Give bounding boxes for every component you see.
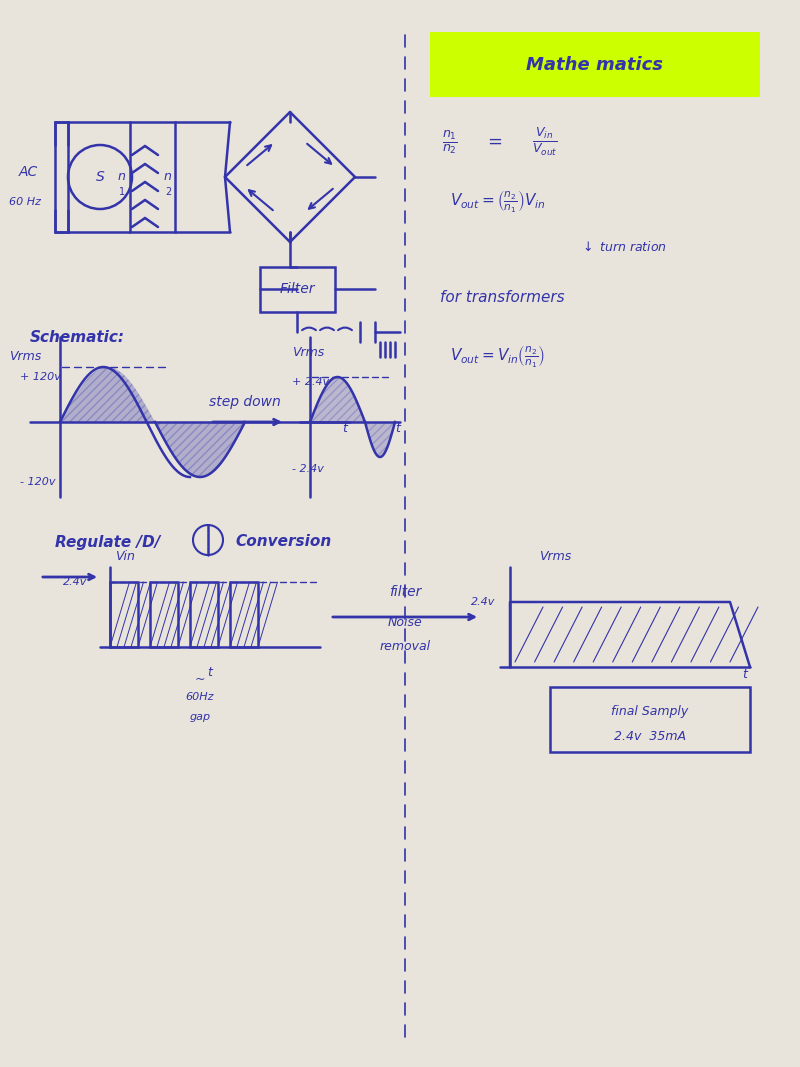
Text: + 2.4v: + 2.4v bbox=[292, 377, 330, 387]
Text: 1: 1 bbox=[119, 187, 125, 197]
Bar bbox=[230, 582, 258, 647]
Text: Conversion: Conversion bbox=[235, 535, 331, 550]
Text: =: = bbox=[487, 133, 502, 152]
Text: + 120v: + 120v bbox=[20, 372, 61, 382]
Text: Vrms: Vrms bbox=[9, 350, 41, 364]
Text: 2.4v: 2.4v bbox=[470, 598, 495, 607]
Text: 60Hz: 60Hz bbox=[186, 692, 214, 702]
Bar bbox=[550, 687, 750, 752]
Text: $V_{out} = \left(\frac{n_2}{n_1}\right) V_{in}$: $V_{out} = \left(\frac{n_2}{n_1}\right) … bbox=[450, 189, 546, 214]
Text: gap: gap bbox=[190, 712, 210, 722]
Text: $\frac{n_1}{n_2}$: $\frac{n_1}{n_2}$ bbox=[442, 128, 458, 156]
Text: Schematic:: Schematic: bbox=[30, 330, 125, 345]
Text: 2: 2 bbox=[165, 187, 171, 197]
Text: step down: step down bbox=[209, 395, 281, 409]
Text: AC: AC bbox=[18, 165, 38, 179]
Text: 2.4v  35mA: 2.4v 35mA bbox=[614, 731, 686, 744]
Bar bbox=[190, 582, 218, 647]
Text: Regulate /D/: Regulate /D/ bbox=[55, 535, 160, 550]
Bar bbox=[430, 32, 760, 97]
Bar bbox=[130, 122, 175, 232]
Text: t: t bbox=[342, 423, 347, 435]
Text: Noise: Noise bbox=[388, 616, 422, 628]
Bar bbox=[110, 582, 138, 647]
Text: t: t bbox=[207, 666, 213, 679]
Text: filter: filter bbox=[389, 585, 421, 599]
Text: - 2.4v: - 2.4v bbox=[292, 464, 324, 474]
Text: removal: removal bbox=[379, 640, 430, 653]
Bar bbox=[55, 122, 68, 232]
Text: $\frac{V_{in}}{V_{out}}$: $\frac{V_{in}}{V_{out}}$ bbox=[532, 126, 558, 158]
Text: Vrms: Vrms bbox=[539, 551, 571, 563]
Bar bbox=[150, 582, 178, 647]
Text: $\downarrow$ turn ration: $\downarrow$ turn ration bbox=[580, 240, 667, 254]
Bar bbox=[260, 267, 335, 312]
Text: 60 Hz: 60 Hz bbox=[9, 197, 41, 207]
Text: $V_{out} = V_{in} \left(\frac{n_2}{n_1}\right)$: $V_{out} = V_{in} \left(\frac{n_2}{n_1}\… bbox=[450, 344, 546, 370]
Text: Vrms: Vrms bbox=[292, 346, 324, 359]
Text: S: S bbox=[96, 170, 104, 184]
Text: - 120v: - 120v bbox=[20, 477, 55, 487]
Text: Filter: Filter bbox=[279, 282, 314, 296]
Text: final Samply: final Samply bbox=[611, 705, 689, 718]
Text: Vin: Vin bbox=[115, 551, 135, 563]
Text: Mathe matics: Mathe matics bbox=[526, 55, 663, 74]
Text: for transformers: for transformers bbox=[440, 289, 565, 304]
Text: t: t bbox=[395, 423, 401, 435]
Text: t: t bbox=[742, 668, 747, 681]
Text: n: n bbox=[164, 171, 172, 184]
Text: ~: ~ bbox=[194, 672, 206, 685]
Text: n: n bbox=[118, 171, 126, 184]
Text: 2.4v: 2.4v bbox=[63, 577, 87, 587]
